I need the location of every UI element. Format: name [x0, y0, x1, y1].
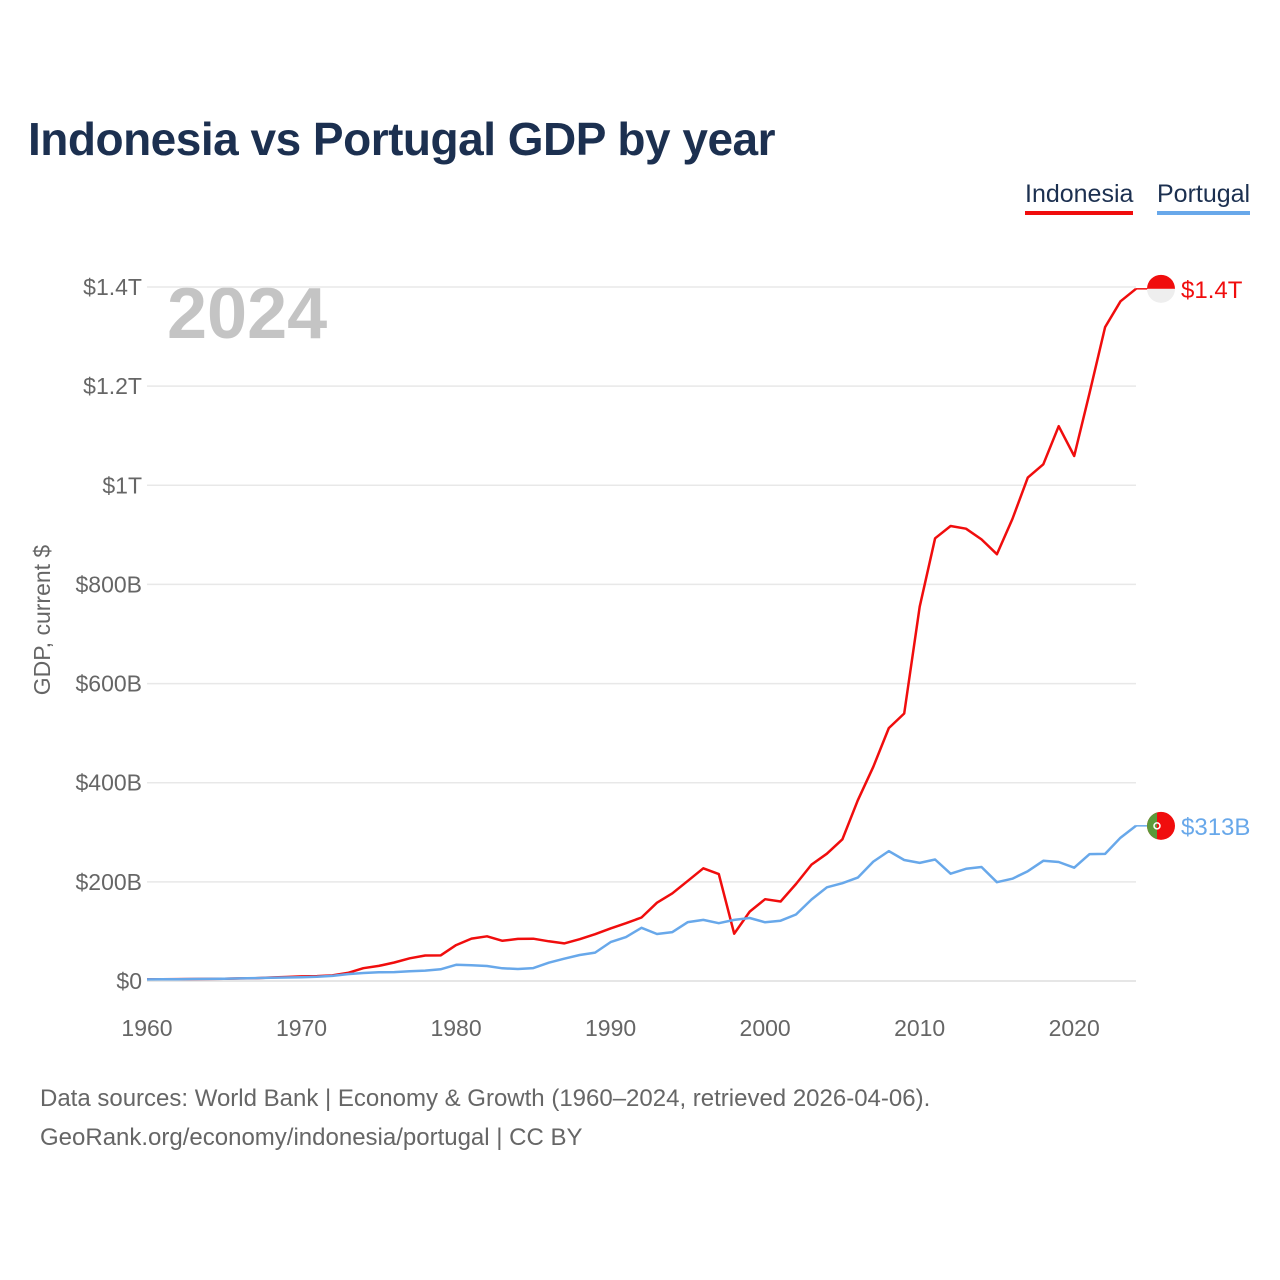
x-tick-label: 1960 — [121, 1015, 172, 1041]
attribution: GeoRank.org/economy/indonesia/portugal |… — [40, 1124, 583, 1151]
series-line-portugal — [146, 824, 1137, 981]
y-tick-label: $1.4T — [83, 274, 142, 300]
x-tick-label: 2010 — [894, 1015, 945, 1041]
x-tick-label: 2020 — [1049, 1015, 1100, 1041]
y-tick-label: $1T — [102, 472, 142, 498]
y-tick-label: $0 — [116, 968, 142, 994]
y-axis-label: GDP, current $ — [29, 545, 55, 696]
legend-portugal[interactable]: Portugal — [1157, 180, 1251, 215]
flag-portugal-icon — [1147, 812, 1157, 840]
x-tick-label: 1990 — [585, 1015, 636, 1041]
x-tick-label: 1980 — [430, 1015, 481, 1041]
y-tick-label: $1.2T — [83, 373, 142, 399]
legend-indonesia[interactable]: Indonesia — [1025, 180, 1134, 215]
year-watermark: 2024 — [167, 274, 327, 354]
end-value-label: $313B — [1181, 814, 1250, 841]
source-note: Data sources: World Bank | Economy & Gro… — [40, 1085, 931, 1112]
y-tick-label: $800B — [75, 571, 142, 597]
end-value-label: $1.4T — [1181, 277, 1243, 304]
flag-portugal-icon — [1153, 822, 1161, 830]
chart-title: Indonesia vs Portugal GDP by year — [28, 113, 776, 165]
flag-indonesia-icon — [1147, 274, 1175, 289]
series-line-indonesia — [146, 287, 1137, 981]
x-tick-label: 2000 — [740, 1015, 791, 1041]
flag-indonesia-icon — [1147, 288, 1175, 303]
y-tick-label: $600B — [75, 671, 142, 697]
y-tick-label: $200B — [75, 869, 142, 895]
x-tick-label: 1970 — [276, 1015, 327, 1041]
y-tick-label: $400B — [75, 770, 142, 796]
